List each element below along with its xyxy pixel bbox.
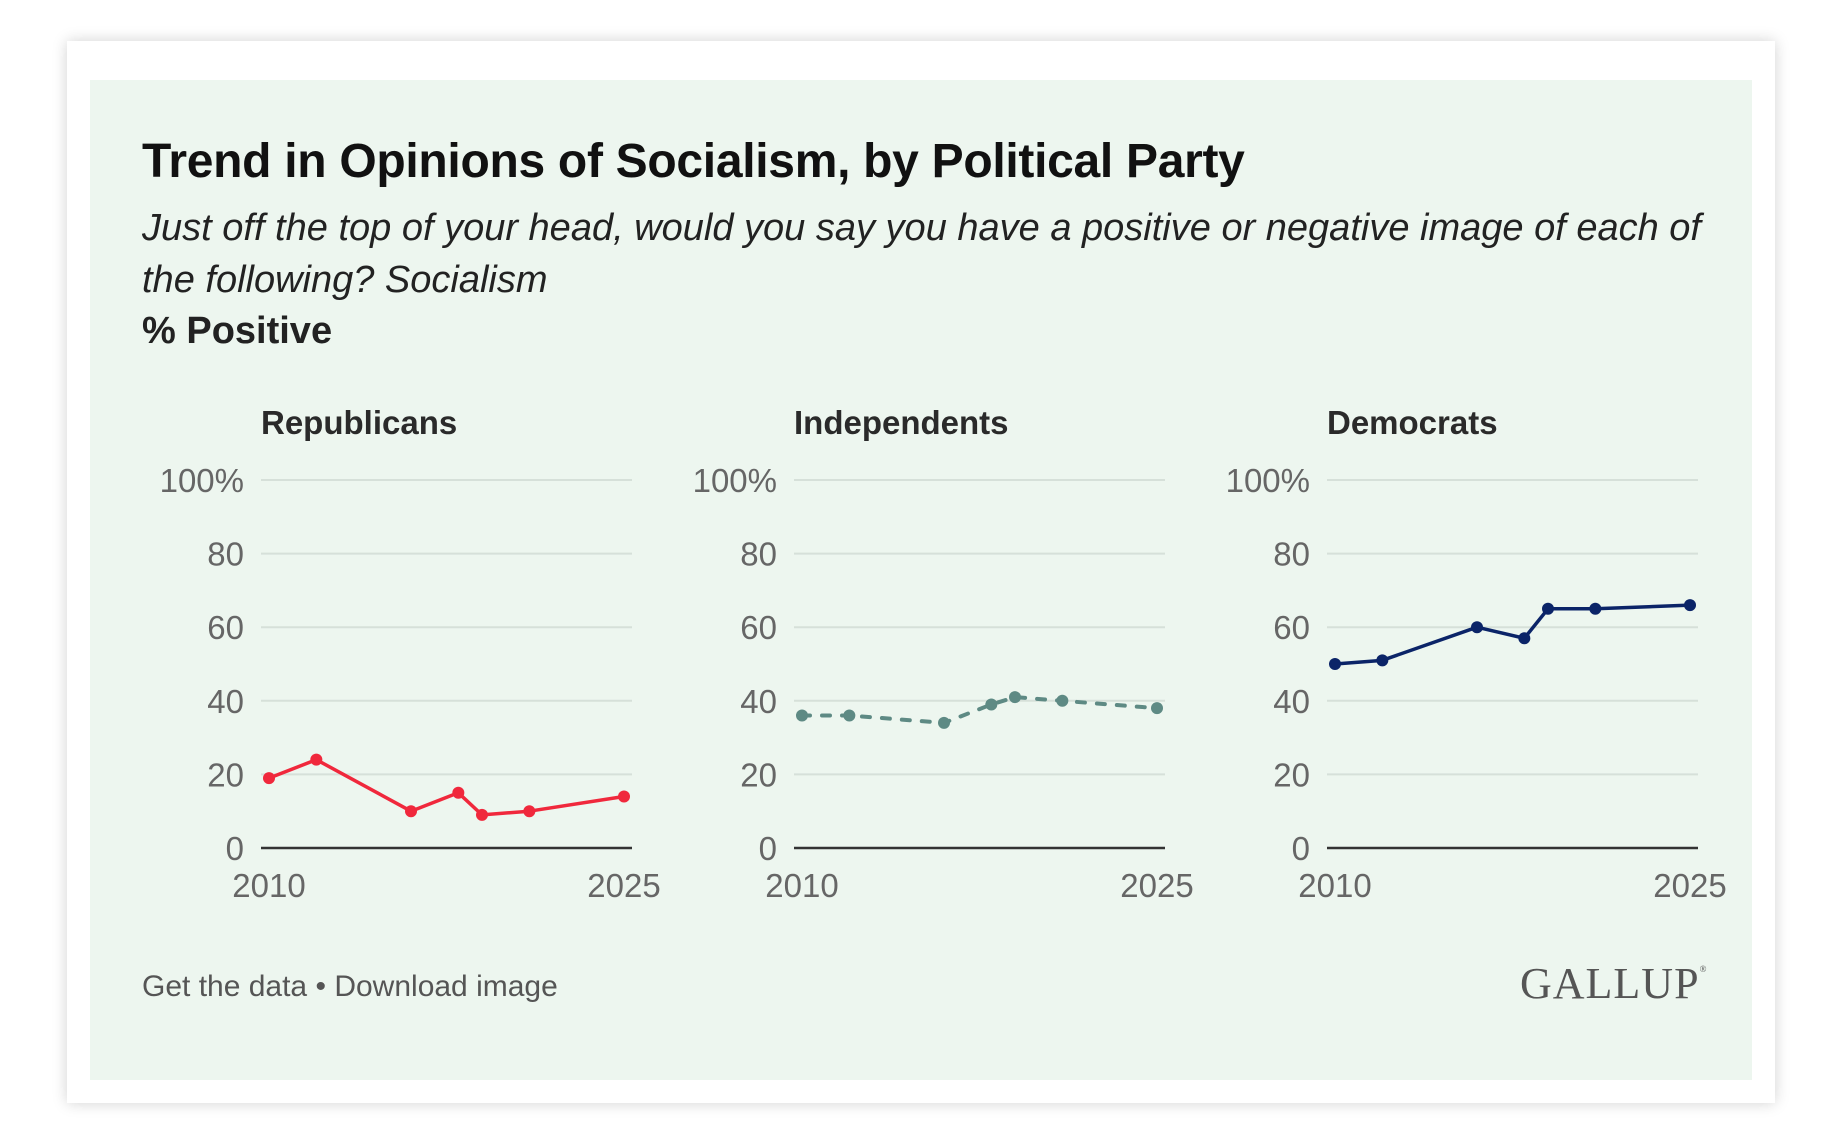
y-tick-label: 0 [759, 830, 777, 867]
data-point [476, 808, 488, 821]
series-line-democrats [1333, 603, 1692, 666]
data-point [1518, 632, 1531, 645]
gallup-logo: GALLUP® [1520, 959, 1708, 1008]
data-point [1009, 691, 1021, 704]
panel-republicans: Republicans 0 20 40 60 80 100% 2010 2025 [160, 404, 661, 904]
panel-title: Democrats [1327, 404, 1498, 441]
chart-panel [90, 80, 1752, 1080]
chart-title: Trend in Opinions of Socialism, by Polit… [142, 135, 1245, 188]
x-tick-label: 2010 [232, 867, 305, 904]
data-point [452, 786, 465, 799]
data-point [1151, 702, 1163, 715]
y-tick-label: 20 [740, 756, 777, 793]
data-point [618, 790, 630, 803]
data-point [405, 805, 417, 818]
data-point [1684, 599, 1696, 612]
unit-label: % Positive [142, 310, 333, 352]
y-tick-label: 100% [1226, 462, 1310, 499]
y-tick-label: 20 [1273, 756, 1310, 793]
y-tick-label: 40 [1273, 683, 1310, 720]
y-tick-label: 80 [1273, 536, 1310, 573]
footer-links: Get the data • Download image [142, 970, 558, 1004]
x-tick-label: 2025 [1120, 867, 1193, 904]
y-tick-label: 40 [207, 683, 244, 720]
download-image-link[interactable]: Download image [334, 970, 558, 1003]
data-point [938, 716, 950, 729]
data-point [523, 805, 536, 818]
separator: • [315, 970, 326, 1003]
chart-subtitle: Just off the top of your head, would you… [142, 207, 1701, 301]
series-line-republicans [267, 757, 626, 817]
panel-independents: Independents 0 20 40 60 80 100% 2010 2025 [693, 404, 1194, 904]
data-point [796, 709, 808, 722]
y-tick-label: 100% [693, 462, 777, 499]
x-tick-label: 2010 [765, 867, 838, 904]
panel-title: Independents [794, 404, 1009, 441]
y-tick-label: 100% [160, 462, 244, 499]
data-point [263, 772, 275, 785]
data-point [1329, 658, 1341, 670]
y-tick-label: 60 [1273, 609, 1310, 646]
y-tick-label: 0 [1292, 830, 1310, 867]
data-point [1589, 602, 1602, 615]
get-data-link[interactable]: Get the data [142, 970, 308, 1003]
y-tick-label: 0 [226, 830, 244, 867]
data-point [985, 698, 998, 711]
data-point [1542, 602, 1554, 615]
panel-title: Republicans [261, 404, 457, 441]
y-tick-label: 60 [740, 609, 777, 646]
data-point [1056, 694, 1069, 707]
x-tick-label: 2010 [1298, 867, 1371, 904]
y-tick-label: 20 [207, 756, 244, 793]
y-tick-label: 40 [740, 683, 777, 720]
x-tick-label: 2025 [1653, 867, 1726, 904]
data-point [843, 709, 856, 722]
panel-democrats: Democrats 0 20 40 60 80 100% 2010 2025 [1226, 404, 1727, 904]
y-tick-label: 80 [740, 536, 777, 573]
y-tick-label: 60 [207, 609, 244, 646]
y-tick-label: 80 [207, 536, 244, 573]
data-point [310, 753, 323, 766]
x-tick-label: 2025 [587, 867, 660, 904]
data-point [1471, 621, 1483, 634]
data-point [1376, 654, 1389, 667]
